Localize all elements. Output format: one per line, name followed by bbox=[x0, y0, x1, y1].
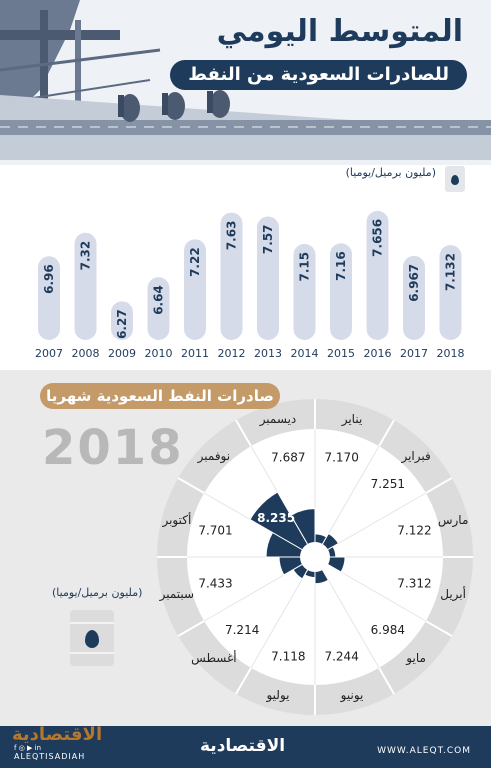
ring-divider bbox=[425, 620, 453, 637]
month-label: يوليو bbox=[265, 688, 289, 703]
x-tick-label: 2014 bbox=[291, 347, 319, 360]
month-label: أغسطس bbox=[191, 650, 236, 666]
month-value-label: 7.433 bbox=[198, 577, 232, 591]
month-label: يناير bbox=[341, 412, 363, 427]
yearly-bar-chart: 6.96 2007 7.32 2008 6.27 2009 6.64 2010 7.22 2011… bbox=[35, 210, 465, 360]
month-label: سبتمبر bbox=[159, 587, 194, 602]
x-tick-label: 2018 bbox=[437, 347, 465, 360]
bar bbox=[257, 216, 279, 340]
bar-value-label: 6.64 bbox=[152, 285, 166, 315]
bar-value-label: 7.16 bbox=[334, 251, 348, 281]
month-value-label: 6.984 bbox=[371, 623, 405, 637]
x-tick-label: 2010 bbox=[145, 347, 173, 360]
x-tick-label: 2009 bbox=[108, 347, 136, 360]
bar bbox=[330, 243, 352, 340]
bar-value-label: 7.63 bbox=[225, 221, 239, 251]
bar bbox=[147, 277, 170, 340]
x-tick-label: 2012 bbox=[218, 347, 246, 360]
unit-label-bottom: (مليون برميل/يوميا) bbox=[52, 586, 143, 599]
ring-divider bbox=[177, 620, 205, 637]
month-value-label: 7.244 bbox=[324, 649, 358, 663]
bar bbox=[184, 239, 206, 340]
center-hole bbox=[300, 542, 330, 572]
x-tick-label: 2007 bbox=[35, 347, 63, 360]
x-tick-label: 2016 bbox=[364, 347, 392, 360]
x-tick-label: 2011 bbox=[181, 347, 209, 360]
bar-value-label: 7.22 bbox=[188, 247, 202, 277]
ring-divider bbox=[235, 667, 252, 695]
bar bbox=[439, 245, 462, 340]
month-label: أبريل bbox=[440, 586, 466, 602]
month-label: مارس bbox=[438, 513, 469, 528]
month-value-label: 8.235 bbox=[257, 511, 295, 525]
unit-label-top: (مليون برميل/يوميا) bbox=[345, 166, 436, 179]
ring-divider bbox=[177, 477, 205, 494]
monthly-polar-chart: يناير 7.170 فبراير 7.251 مارس 7.122 أبريل 7.312… bbox=[157, 399, 473, 715]
month-value-label: 7.118 bbox=[271, 649, 305, 663]
month-value-label: 7.312 bbox=[397, 577, 431, 591]
page-title: المتوسط اليومي bbox=[216, 14, 463, 49]
bar-value-label: 7.656 bbox=[371, 219, 385, 257]
month-value-label: 7.122 bbox=[397, 523, 431, 537]
year-label: 2018 bbox=[42, 420, 184, 476]
month-value-label: 7.251 bbox=[371, 477, 405, 491]
ring-divider bbox=[378, 419, 395, 447]
x-tick-label: 2013 bbox=[254, 347, 282, 360]
x-tick-label: 2008 bbox=[72, 347, 100, 360]
ring-divider bbox=[425, 477, 453, 494]
month-label: أكتوبر bbox=[161, 512, 191, 528]
month-label: فبراير bbox=[400, 449, 430, 464]
month-value-label: 7.687 bbox=[271, 451, 305, 465]
month-label: يونيو bbox=[340, 688, 364, 703]
bar-value-label: 6.967 bbox=[407, 264, 421, 302]
oil-rig-illustration bbox=[0, 0, 491, 160]
brand-logo: الاقتصادية bbox=[12, 724, 103, 745]
x-tick-label: 2015 bbox=[327, 347, 355, 360]
month-label: ديسمبر bbox=[259, 412, 297, 427]
bar-value-label: 7.132 bbox=[444, 253, 458, 291]
social-handle: ALEQTISADIAH bbox=[14, 752, 86, 761]
oil-barrel-icon bbox=[445, 166, 465, 192]
bar bbox=[111, 301, 133, 340]
website-link[interactable]: WWW.ALEQT.COM bbox=[377, 746, 471, 756]
ring-divider bbox=[378, 667, 395, 695]
month-value-label: 7.214 bbox=[225, 623, 259, 637]
bar-value-label: 7.57 bbox=[261, 224, 275, 254]
ring-divider bbox=[235, 419, 252, 447]
x-tick-label: 2017 bbox=[400, 347, 428, 360]
bar bbox=[220, 212, 243, 340]
bar bbox=[74, 232, 97, 340]
footer-bar bbox=[0, 726, 491, 768]
bar bbox=[403, 255, 425, 340]
bar bbox=[38, 256, 60, 340]
bar bbox=[293, 243, 316, 340]
month-label: نوفمبر bbox=[197, 449, 230, 464]
monthly-title: صادرات النفط السعودية شهريا bbox=[40, 383, 280, 409]
page-subtitle: للصادرات السعودية من النفط bbox=[170, 60, 467, 90]
oil-barrel-icon-large bbox=[70, 610, 114, 666]
month-value-label: 7.701 bbox=[198, 523, 232, 537]
bar-value-label: 7.32 bbox=[79, 241, 93, 271]
social-icons: f ◎ ▶ in bbox=[14, 744, 42, 752]
bar-value-label: 6.96 bbox=[42, 264, 56, 294]
bar-value-label: 7.15 bbox=[298, 252, 312, 282]
bar-value-label: 6.27 bbox=[115, 309, 129, 339]
month-value-label: 7.170 bbox=[324, 451, 358, 465]
header-banner: المتوسط اليومي للصادرات السعودية من النف… bbox=[0, 0, 491, 165]
footer-logo: الاقتصادية bbox=[200, 736, 286, 756]
bar bbox=[366, 210, 389, 340]
month-wedge bbox=[249, 491, 317, 559]
month-label: مايو bbox=[405, 651, 426, 666]
